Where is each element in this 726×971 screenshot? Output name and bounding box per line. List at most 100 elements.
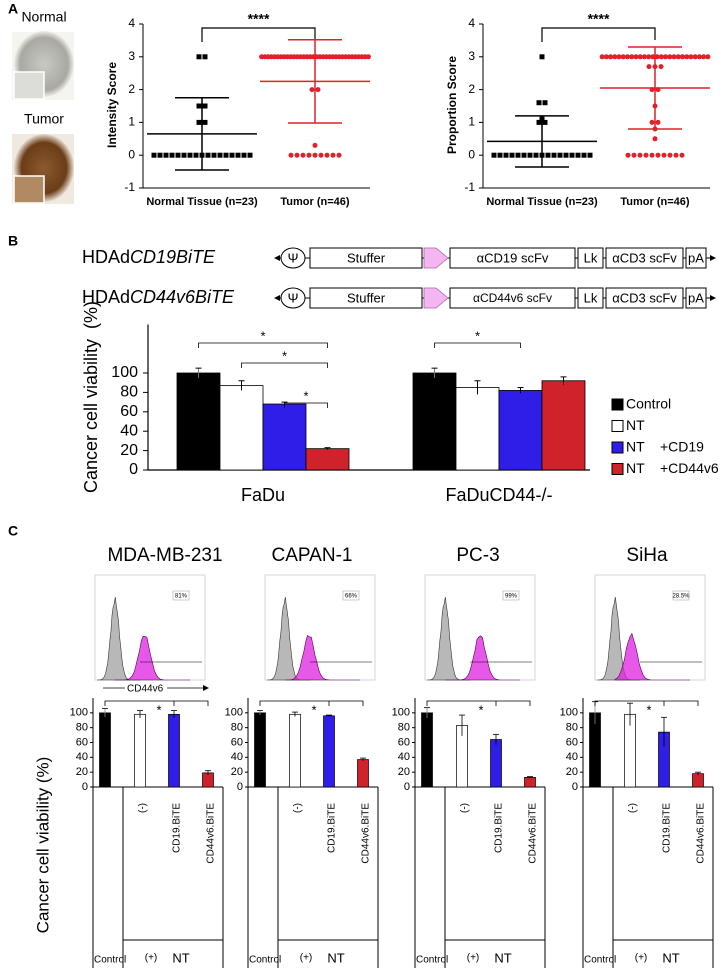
- data-point: [692, 54, 698, 60]
- data-point: [318, 152, 324, 158]
- significance-bracket: [594, 700, 699, 706]
- bar: [357, 759, 369, 788]
- data-point: [497, 152, 503, 158]
- construct-italic: CD44v6BiTE: [130, 287, 235, 307]
- data-point: [633, 54, 639, 60]
- significance-label: *: [311, 702, 316, 717]
- data-point: [661, 152, 667, 158]
- data-point: [581, 152, 587, 158]
- percent-label: 99%: [505, 594, 518, 600]
- y-tick-label: 3: [468, 49, 475, 63]
- data-point: [202, 119, 208, 125]
- data-point: [491, 152, 497, 158]
- y-tick-label: 40: [398, 751, 410, 763]
- data-point: [557, 152, 563, 158]
- data-point: [223, 152, 229, 158]
- legend-swatch: [611, 398, 624, 411]
- group-label: NT: [327, 950, 344, 965]
- x-tick-label: Tumor (n=46): [620, 196, 690, 208]
- arrowhead: [203, 685, 209, 691]
- bar: [412, 372, 457, 471]
- element-label: αCD3 scFv: [612, 290, 677, 305]
- y-tick-label: 0: [82, 781, 88, 793]
- data-point: [643, 152, 649, 158]
- data-point: [587, 152, 593, 158]
- data-point: [312, 142, 318, 148]
- data-point: [673, 152, 679, 158]
- group-label: NT: [662, 950, 679, 965]
- y-tick-label: 40: [566, 751, 578, 763]
- element-label: pA: [688, 290, 704, 305]
- data-point: [654, 54, 660, 60]
- element-label: αCD3 scFv: [612, 250, 677, 265]
- data-point: [671, 54, 677, 60]
- x-tick-label: Control: [94, 955, 126, 966]
- data-point: [202, 103, 208, 109]
- legend-label: NT: [626, 417, 645, 433]
- data-point: [533, 152, 539, 158]
- y-tick-label: 1: [128, 115, 135, 129]
- arrowhead: [710, 255, 716, 261]
- group-label: (+): [467, 953, 480, 964]
- significance-label: *: [260, 328, 265, 343]
- arrowhead: [274, 255, 280, 261]
- element-box: [309, 247, 423, 269]
- y-tick-label: 0: [237, 781, 243, 793]
- y-tick-label: 40: [231, 751, 243, 763]
- data-point: [187, 152, 193, 158]
- element-box: [605, 247, 684, 269]
- bar: [421, 712, 433, 788]
- significance-bracket: [426, 700, 531, 706]
- percent-box: [502, 590, 520, 601]
- y-tick-label: 0: [404, 781, 410, 793]
- data-point: [235, 152, 241, 158]
- element-box: [449, 287, 576, 309]
- bar: [692, 773, 704, 788]
- data-point: [539, 54, 545, 60]
- data-point: [641, 54, 647, 60]
- element-label: αCD44v6 scFv: [473, 291, 552, 305]
- significance-label: ****: [588, 11, 610, 27]
- y-tick-label: -1: [464, 180, 475, 194]
- y-tick-label: 0: [128, 147, 135, 161]
- x-tick-label: (-): [628, 803, 639, 813]
- data-point: [551, 152, 557, 158]
- signal-peptide: [423, 287, 449, 309]
- element-label: Stuffer: [347, 250, 386, 265]
- percent-label: 81%: [175, 594, 188, 600]
- x-tick-label: (-): [138, 803, 149, 813]
- data-point: [652, 136, 658, 142]
- data-point: [309, 87, 315, 93]
- data-point: [247, 152, 253, 158]
- percent-box: [672, 590, 690, 601]
- flow-x-label: CD44v6: [127, 684, 164, 695]
- tissue-normal-image: [12, 31, 74, 100]
- data-point: [625, 54, 630, 60]
- percent-label: 66%: [345, 594, 358, 600]
- data-point: [599, 54, 605, 60]
- x-tick-label: Normal Tissue (n=23): [146, 196, 258, 208]
- significance-bracket: [284, 402, 328, 408]
- element-label: Lk: [584, 290, 598, 305]
- element-box: [577, 247, 604, 269]
- data-point: [655, 152, 661, 158]
- data-point: [300, 152, 306, 158]
- y-tick-label: 80: [398, 722, 410, 734]
- construct-prefix: HDAd: [82, 287, 130, 307]
- significance-bracket: [541, 27, 656, 42]
- data-point: [663, 54, 669, 60]
- bar: [541, 380, 586, 471]
- significance-label: *: [156, 702, 161, 717]
- percent-box: [172, 590, 190, 601]
- cell-line-title: SiHa: [626, 545, 668, 566]
- y-axis-label: Cancer cell viability (%): [33, 757, 52, 934]
- element-label: αCD19 scFv: [477, 250, 549, 265]
- x-tick-label: CD44v6.BiTE: [361, 803, 372, 864]
- bar: [498, 390, 543, 471]
- y-tick-label: 80: [566, 722, 578, 734]
- y-tick-label: 4: [128, 16, 135, 30]
- data-point: [658, 64, 664, 70]
- y-tick-label: 4: [468, 16, 475, 30]
- construct-prefix: HDAd: [82, 247, 130, 267]
